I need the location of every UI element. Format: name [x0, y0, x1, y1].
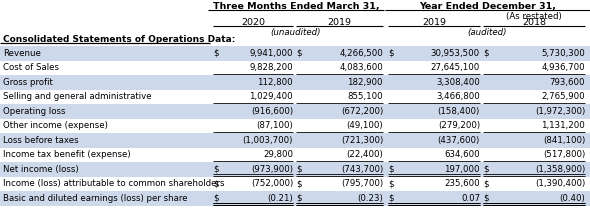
Text: $: $ — [296, 49, 301, 58]
Text: (87,100): (87,100) — [256, 121, 293, 130]
Bar — [0, 133, 590, 147]
Text: 1,029,400: 1,029,400 — [250, 92, 293, 101]
Text: (752,000): (752,000) — [251, 179, 293, 188]
Text: 4,936,700: 4,936,700 — [542, 63, 585, 72]
Text: 793,600: 793,600 — [549, 78, 585, 87]
Text: 2018: 2018 — [522, 17, 546, 26]
Text: (49,100): (49,100) — [346, 121, 383, 130]
Text: (517,800): (517,800) — [543, 150, 585, 159]
Text: (1,390,400): (1,390,400) — [535, 179, 585, 188]
Text: 27,645,100: 27,645,100 — [431, 63, 480, 72]
Text: 2020: 2020 — [241, 17, 265, 26]
Text: $: $ — [388, 179, 394, 188]
Text: (22,400): (22,400) — [346, 150, 383, 159]
Text: $: $ — [213, 49, 218, 58]
Bar — [0, 191, 590, 205]
Text: 30,953,500: 30,953,500 — [431, 49, 480, 58]
Text: Income (loss) attributable to common shareholders: Income (loss) attributable to common sha… — [3, 179, 225, 188]
Text: 182,900: 182,900 — [348, 78, 383, 87]
Text: 197,000: 197,000 — [444, 165, 480, 174]
Text: (743,700): (743,700) — [341, 165, 383, 174]
Text: (1,972,300): (1,972,300) — [535, 107, 585, 116]
Text: 855,100: 855,100 — [348, 92, 383, 101]
Text: Basic and diluted earnings (loss) per share: Basic and diluted earnings (loss) per sh… — [3, 194, 188, 203]
Text: Income tax benefit (expense): Income tax benefit (expense) — [3, 150, 130, 159]
Text: $: $ — [483, 165, 489, 174]
Text: (As restated): (As restated) — [506, 11, 562, 21]
Text: Selling and general administrative: Selling and general administrative — [3, 92, 152, 101]
Text: $: $ — [483, 179, 489, 188]
Text: $: $ — [213, 179, 218, 188]
Text: (973,900): (973,900) — [251, 165, 293, 174]
Text: $: $ — [213, 194, 218, 203]
Text: Gross profit: Gross profit — [3, 78, 53, 87]
Text: 4,083,600: 4,083,600 — [339, 63, 383, 72]
Text: (672,200): (672,200) — [341, 107, 383, 116]
Text: 5,730,300: 5,730,300 — [541, 49, 585, 58]
Text: (841,100): (841,100) — [543, 136, 585, 145]
Text: $: $ — [296, 179, 301, 188]
Text: Year Ended December 31,: Year Ended December 31, — [419, 2, 556, 11]
Text: Other income (expense): Other income (expense) — [3, 121, 108, 130]
Text: (1,003,700): (1,003,700) — [242, 136, 293, 145]
Text: 1,131,200: 1,131,200 — [541, 121, 585, 130]
Text: $: $ — [483, 194, 489, 203]
Text: Loss before taxes: Loss before taxes — [3, 136, 78, 145]
Text: 9,941,000: 9,941,000 — [250, 49, 293, 58]
Text: $: $ — [296, 194, 301, 203]
Text: (158,400): (158,400) — [438, 107, 480, 116]
Text: (1,358,900): (1,358,900) — [535, 165, 585, 174]
Text: 112,800: 112,800 — [257, 78, 293, 87]
Bar — [0, 104, 590, 118]
Text: Consolidated Statements of Operations Data:: Consolidated Statements of Operations Da… — [3, 34, 235, 43]
Text: (795,700): (795,700) — [341, 179, 383, 188]
Text: (279,200): (279,200) — [438, 121, 480, 130]
Text: 2019: 2019 — [327, 17, 352, 26]
Bar — [0, 46, 590, 60]
Text: 29,800: 29,800 — [263, 150, 293, 159]
Text: 2,765,900: 2,765,900 — [542, 92, 585, 101]
Text: Cost of Sales: Cost of Sales — [3, 63, 59, 72]
Text: 235,600: 235,600 — [444, 179, 480, 188]
Text: (916,600): (916,600) — [251, 107, 293, 116]
Text: (unaudited): (unaudited) — [271, 28, 321, 37]
Text: $: $ — [483, 49, 489, 58]
Text: 3,308,400: 3,308,400 — [436, 78, 480, 87]
Text: Revenue: Revenue — [3, 49, 41, 58]
Text: 3,466,800: 3,466,800 — [436, 92, 480, 101]
Text: $: $ — [213, 165, 218, 174]
Text: (0.23): (0.23) — [358, 194, 383, 203]
Text: Three Months Ended March 31,: Three Months Ended March 31, — [212, 2, 379, 11]
Text: 9,828,200: 9,828,200 — [250, 63, 293, 72]
Text: 0.07: 0.07 — [461, 194, 480, 203]
Text: $: $ — [388, 194, 394, 203]
Text: (0.40): (0.40) — [559, 194, 585, 203]
Text: (0.21): (0.21) — [267, 194, 293, 203]
Text: (437,600): (437,600) — [438, 136, 480, 145]
Bar — [0, 75, 590, 90]
Text: 4,266,500: 4,266,500 — [339, 49, 383, 58]
Text: Net income (loss): Net income (loss) — [3, 165, 78, 174]
Text: 634,600: 634,600 — [444, 150, 480, 159]
Text: Operating loss: Operating loss — [3, 107, 65, 116]
Bar — [0, 162, 590, 177]
Text: $: $ — [296, 165, 301, 174]
Text: $: $ — [388, 49, 394, 58]
Text: (721,300): (721,300) — [341, 136, 383, 145]
Text: 2019: 2019 — [422, 17, 446, 26]
Text: $: $ — [388, 165, 394, 174]
Text: (audited): (audited) — [468, 28, 507, 37]
